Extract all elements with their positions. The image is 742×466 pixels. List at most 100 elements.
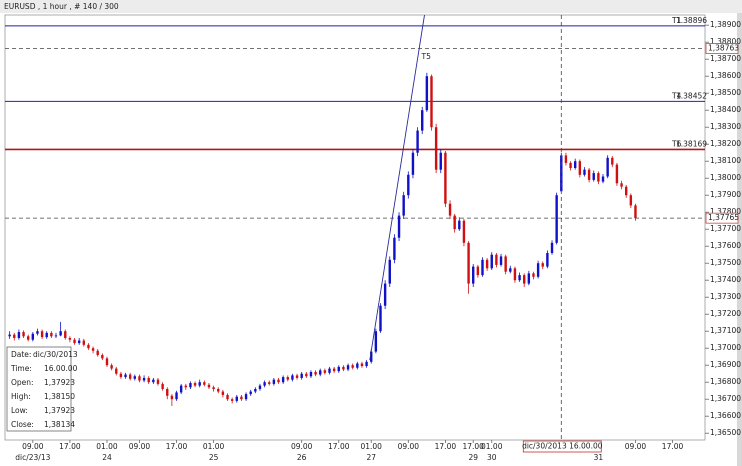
y-tick-label: 1,37900: [710, 190, 741, 199]
info-value: 1,38134: [44, 420, 75, 429]
candle-body: [351, 365, 354, 368]
candle-body: [119, 373, 123, 378]
candle-body: [453, 215, 456, 230]
candle-body: [91, 348, 95, 351]
y-tick-label: 1,36700: [710, 394, 741, 403]
candle-body: [523, 275, 526, 284]
y-tick-label: 1,37000: [710, 343, 741, 352]
trendline-label: T5: [421, 52, 432, 61]
y-tick-label: 1,37600: [710, 241, 741, 250]
candle-body: [620, 183, 623, 187]
plot-frame: [4, 14, 706, 441]
candle-body: [518, 275, 521, 281]
candle-body: [495, 254, 498, 265]
candle-body: [101, 355, 104, 359]
x-tick-label: 17.00: [328, 442, 350, 451]
candle-body: [96, 350, 99, 355]
candle-body: [40, 331, 44, 338]
candle-body: [235, 396, 238, 401]
candle-body: [513, 268, 517, 281]
level-value: 1.38896: [676, 16, 707, 25]
candle-body: [138, 376, 141, 381]
info-label: Time:: [10, 364, 32, 373]
candle-body: [541, 263, 544, 267]
y-tick-label: 1,38900: [710, 20, 741, 29]
candle-body: [226, 394, 229, 400]
candle-body: [425, 76, 429, 111]
candle-body: [444, 152, 447, 204]
candle-body: [59, 331, 62, 336]
candle-body: [573, 161, 577, 168]
candle-body: [560, 155, 563, 192]
candle-body: [87, 344, 90, 349]
candle-body: [244, 394, 248, 400]
y-tick-label: 1,38400: [710, 105, 741, 114]
candle-body: [161, 383, 164, 389]
candle-body: [356, 363, 359, 368]
y-tick-label: 1,37700: [710, 224, 741, 233]
candle-body: [309, 372, 313, 377]
candle-body: [536, 263, 540, 277]
y-tick-label: 1,38000: [710, 173, 741, 182]
candle-body: [555, 195, 558, 243]
y-tick-label: 1,37400: [710, 275, 741, 284]
level-value: 1.38452: [676, 91, 707, 100]
candle-body: [240, 396, 243, 400]
date-tick-label: 31: [594, 453, 604, 462]
candle-body: [397, 215, 401, 238]
price-marker-box: [705, 43, 739, 54]
y-tick-label: 1,38300: [710, 122, 741, 131]
candle-body: [110, 365, 113, 369]
candle-body: [485, 259, 489, 269]
y-tick-label: 1,38200: [710, 139, 741, 148]
candle-body: [611, 157, 614, 165]
date-tick-label: 27: [366, 453, 376, 462]
x-tick-label: 09.00: [398, 442, 420, 451]
candle-body: [31, 333, 35, 340]
candle-body: [36, 331, 39, 334]
price-marker-box: [705, 212, 739, 224]
candle-body: [467, 242, 470, 284]
candle-body: [152, 379, 155, 383]
candle-body: [212, 387, 215, 389]
candle-body: [472, 266, 475, 284]
y-tick-label: 1,38100: [710, 156, 741, 165]
y-tick-label: 1,38600: [710, 71, 741, 80]
candle-body: [179, 385, 183, 393]
candle-body: [421, 110, 424, 131]
info-label: Date:: [11, 350, 31, 359]
candle-body: [629, 195, 633, 206]
candle-body: [198, 382, 201, 386]
candle-body: [499, 256, 503, 265]
candle-body: [564, 155, 568, 163]
candle-body: [268, 382, 271, 384]
candle-body: [26, 336, 30, 340]
info-label: Close:: [11, 420, 34, 429]
x-tick-label: 17.00: [435, 442, 457, 451]
candle-body: [527, 273, 531, 284]
candle-body: [462, 220, 466, 243]
candle-body: [305, 373, 308, 377]
y-tick-label: 1,36800: [710, 377, 741, 386]
y-tick-label: 1,36600: [710, 411, 741, 420]
x-tick-label: 09.00: [129, 442, 151, 451]
candle-body: [286, 377, 289, 380]
info-box: [6, 346, 72, 432]
level-name: T6: [671, 139, 682, 148]
candle-body: [54, 335, 58, 337]
candle-body: [476, 266, 480, 276]
info-value: 16.00.00: [44, 364, 78, 373]
candle-body: [13, 334, 16, 338]
date-tick-label: 29: [468, 453, 478, 462]
candle-body: [383, 283, 387, 306]
level-name: T4: [671, 91, 682, 100]
info-label: Open:: [11, 378, 34, 387]
cursor-box: [522, 440, 602, 453]
info-value: dic/30/2013: [33, 350, 78, 359]
date-tick-label: 26: [297, 453, 307, 462]
candle-body: [365, 361, 368, 367]
price-marker-label: 1,37765: [708, 213, 739, 222]
candle-body: [319, 370, 322, 375]
candle-body: [328, 368, 331, 373]
